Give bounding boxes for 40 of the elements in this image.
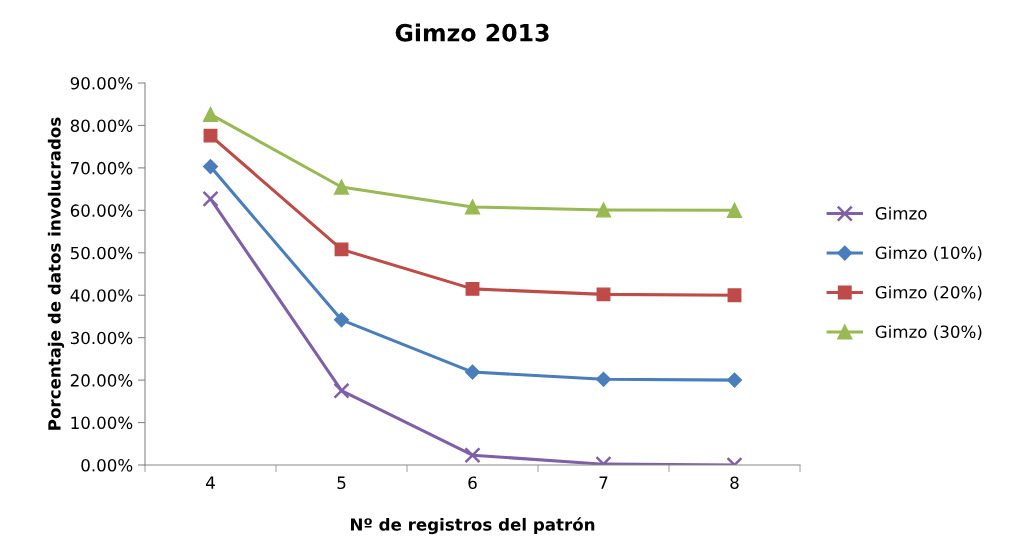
point (726, 372, 743, 388)
x-tick-label: 6 (468, 476, 477, 490)
point (464, 364, 481, 380)
x-axis-title: Nº de registros del patrón (351, 517, 595, 535)
point (595, 371, 612, 387)
y-tick-label: 80.00% (70, 119, 133, 133)
x-tick-label: 4 (206, 476, 215, 489)
y-tick-label: 40.00% (70, 289, 133, 302)
y-tick-label: 70.00% (71, 161, 133, 175)
point (203, 128, 218, 143)
point (333, 382, 350, 399)
point (333, 179, 350, 195)
point (333, 312, 350, 328)
y-tick-label: 60.00% (70, 204, 133, 217)
point (464, 199, 481, 215)
chart-title: Gimzo 2013 (395, 23, 549, 42)
y-tick-label: 30.00% (70, 331, 133, 345)
x-tick-label: 8 (730, 476, 739, 490)
y-tick-label: 20.00% (70, 374, 133, 387)
x-tick-label: 7 (599, 476, 608, 489)
point (202, 190, 219, 208)
y-axis-title: Porcentaje de datos involucrados (47, 117, 65, 430)
point (202, 159, 219, 175)
legend-label: Gimzo (30%) (875, 325, 982, 340)
legend-label: Gimzo (20%) (875, 285, 982, 301)
y-tick-label: 0.00% (81, 458, 133, 472)
legend-label: Gimzo (10%) (875, 246, 982, 262)
x-tick-label: 5 (337, 476, 346, 490)
point (727, 288, 742, 303)
legend-label: Gimzo (875, 206, 927, 220)
y-tick-label: 50.00% (70, 246, 133, 260)
point (726, 202, 743, 218)
y-tick-label: 10.00% (71, 416, 133, 430)
point (464, 447, 481, 464)
point (334, 242, 349, 257)
point (202, 106, 219, 123)
point (595, 202, 612, 218)
point (596, 287, 611, 302)
point (465, 281, 480, 296)
y-tick-label: 90.00% (70, 76, 133, 90)
